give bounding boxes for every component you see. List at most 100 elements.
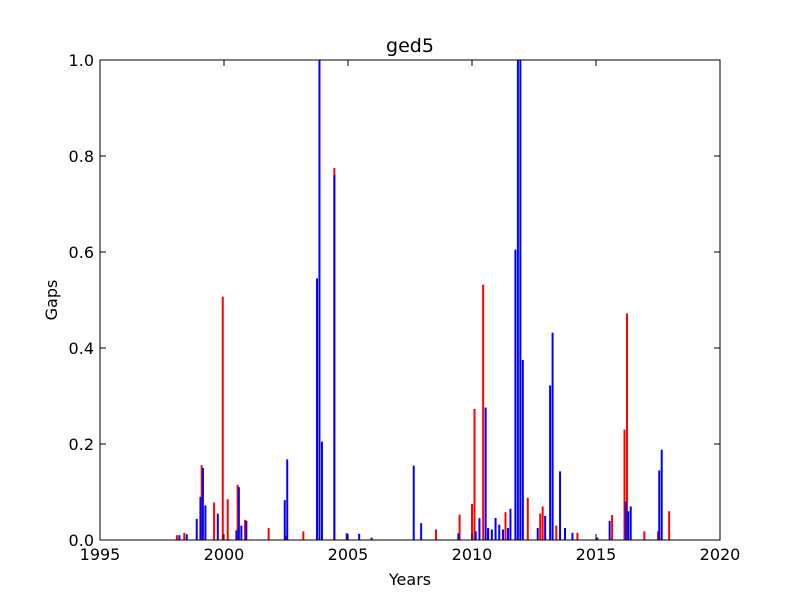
bar-blue-18 (358, 533, 361, 540)
bar-red-7 (244, 519, 247, 540)
x-tick-label: 2005 (328, 545, 369, 564)
bar-red-12 (435, 529, 438, 540)
y-axis: 0.0 0.2 0.4 0.6 0.8 1.0 (69, 51, 720, 550)
bar-red-6 (236, 484, 239, 540)
x-tick-label: 2020 (700, 545, 741, 564)
bar-blue-40 (551, 332, 554, 540)
bar-blue-2 (195, 518, 198, 540)
bar-blue-21 (420, 523, 423, 540)
bar-red-28 (643, 531, 646, 540)
bar-red-9 (285, 535, 287, 540)
bar-blue-34 (516, 60, 519, 540)
bar-blue-7 (235, 530, 238, 540)
bar-blue-9 (240, 525, 243, 540)
bar-blue-28 (494, 517, 497, 540)
bar-blue-36 (521, 360, 524, 540)
bar-blue-23 (474, 531, 477, 540)
bar-blue-43 (571, 532, 574, 540)
bar-red-4 (221, 296, 224, 540)
bar-blue-14 (318, 60, 321, 540)
y-tick-label: 0.6 (69, 243, 94, 262)
y-tick-label: 0.2 (69, 435, 94, 454)
x-tick-label: 2000 (204, 545, 245, 564)
bar-red-5 (226, 499, 229, 540)
bar-blue-42 (564, 528, 566, 540)
bar-blue-10 (245, 520, 248, 540)
y-tick-label: 1.0 (69, 51, 94, 70)
bar-blue-49 (658, 470, 661, 540)
bar-blue-41 (559, 471, 562, 540)
bar-blue-17 (345, 533, 348, 540)
bar-blue-45 (608, 520, 611, 540)
bar-blue-16 (333, 175, 336, 540)
bar-blue-26 (487, 528, 490, 540)
bar-red-0 (175, 535, 178, 540)
x-tick-label: 1995 (80, 545, 121, 564)
bar-red-30 (668, 511, 671, 540)
bar-red-1 (183, 532, 186, 540)
bar-red-2 (200, 465, 203, 540)
bar-blue-50 (660, 449, 663, 540)
bar-blue-47 (627, 511, 630, 540)
bar-blue-12 (286, 459, 289, 540)
bar-blue-0 (178, 535, 181, 540)
chart-title: ged5 (386, 35, 434, 57)
bar-blue-25 (484, 407, 487, 540)
bar-red-20 (526, 497, 529, 540)
x-tick-label: 2015 (576, 545, 617, 564)
bar-blue-8 (237, 487, 240, 540)
bar-blue-22 (457, 533, 460, 540)
bar-red-17 (482, 284, 485, 540)
bar-blue-4 (201, 468, 204, 540)
bar-red-14 (471, 504, 473, 540)
bar-red-3 (213, 502, 216, 540)
bar-blue-13 (316, 278, 318, 540)
bar-blue-44 (596, 537, 599, 540)
bar-blue-11 (283, 500, 286, 540)
bar-red-19 (504, 512, 507, 540)
bar-red-27 (626, 313, 628, 540)
bar-blue-6 (216, 513, 219, 540)
bar-red-13 (458, 514, 461, 540)
bar-blue-37 (536, 528, 539, 540)
x-axis-label: Years (388, 570, 431, 589)
bar-blue-33 (514, 249, 517, 540)
y-axis-label: Gaps (42, 280, 61, 321)
bar-red-22 (541, 506, 544, 540)
bar-red-21 (539, 513, 542, 540)
bar-red-29 (657, 531, 659, 540)
bar-blue-1 (185, 534, 188, 540)
bar-red-24 (576, 532, 579, 540)
bar-blue-24 (478, 518, 481, 540)
bar-red-8 (267, 528, 270, 540)
bar-blue-38 (544, 516, 547, 540)
bar-blue-15 (320, 441, 323, 540)
bar-red-10 (302, 531, 305, 540)
bars-layer (175, 60, 671, 540)
y-tick-label: 0.8 (69, 147, 94, 166)
bar-blue-32 (509, 508, 512, 540)
x-axis: 1995 2000 2005 2010 2015 2020 (80, 60, 741, 564)
bar-red-25 (611, 515, 614, 540)
bar-blue-27 (490, 529, 493, 540)
plot-frame (99, 59, 721, 541)
bar-blue-29 (498, 524, 501, 540)
x-tick-label: 2010 (452, 545, 493, 564)
bar-blue-30 (502, 529, 504, 540)
bar-blue-3 (199, 496, 202, 540)
bar-blue-19 (370, 537, 373, 540)
bar-blue-35 (519, 60, 522, 540)
bar-blue-20 (412, 465, 415, 540)
plot-area (100, 60, 720, 540)
bar-blue-48 (629, 506, 632, 540)
bar-red-15 (473, 408, 476, 540)
bar-blue-31 (506, 528, 509, 540)
bar-blue-5 (204, 505, 207, 540)
y-tick-label: 0.4 (69, 339, 94, 358)
bar-blue-39 (549, 385, 552, 540)
bar-red-23 (555, 525, 558, 540)
bar-blue-46 (624, 501, 627, 540)
bar-red-26 (623, 429, 626, 540)
y-tick-label: 0.0 (69, 531, 94, 550)
